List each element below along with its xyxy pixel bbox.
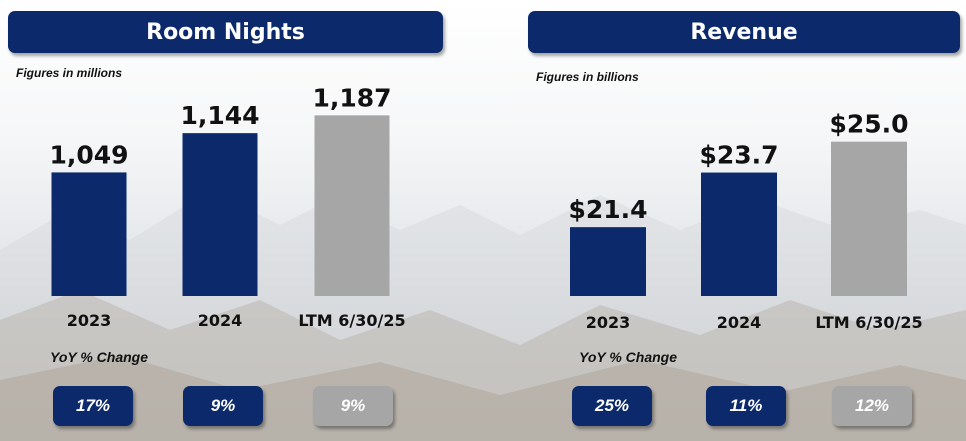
bar-value-label: $23.7 bbox=[699, 141, 778, 170]
yoy-badge-ltm: 9% bbox=[313, 386, 393, 426]
category-label: LTM 6/30/25 bbox=[298, 311, 405, 330]
bar-ltm-6-30-25 bbox=[831, 141, 907, 296]
category-label: 2024 bbox=[198, 311, 243, 330]
bar-value-label: 1,187 bbox=[312, 83, 391, 112]
room-nights-yoy-title: YoY % Change bbox=[50, 349, 149, 365]
category-label: 2023 bbox=[67, 311, 112, 330]
bar-ltm-6-30-25 bbox=[314, 115, 390, 296]
yoy-badge-ltm: 12% bbox=[832, 386, 912, 426]
bar-value-label: $25.0 bbox=[829, 110, 908, 139]
revenue-yoy-title: YoY % Change bbox=[579, 349, 678, 365]
category-label: 2023 bbox=[586, 313, 631, 332]
yoy-badge-2023: 25% bbox=[572, 386, 652, 426]
revenue-panel: Revenue Figures in billions $21.4 2023 $23… bbox=[520, 0, 966, 441]
bar-2024 bbox=[182, 133, 258, 296]
bar-2023 bbox=[570, 227, 646, 296]
yoy-badge-2024: 11% bbox=[706, 386, 786, 426]
revenue-chart: $21.4 2023 $23.7 2024 $25.0 LTM 6/30/25 bbox=[568, 110, 922, 332]
category-label: LTM 6/30/25 bbox=[815, 313, 922, 332]
revenue-units-note: Figures in billions bbox=[536, 70, 639, 84]
room-nights-units-note: Figures in millions bbox=[16, 66, 123, 80]
bar-2024 bbox=[701, 172, 777, 296]
bar-2023 bbox=[51, 172, 127, 296]
yoy-badge-2024: 9% bbox=[183, 386, 263, 426]
bar-value-label: $21.4 bbox=[568, 195, 647, 224]
category-label: 2024 bbox=[717, 313, 762, 332]
bar-value-label: 1,144 bbox=[180, 101, 259, 130]
room-nights-header: Room Nights bbox=[8, 11, 443, 53]
room-nights-chart: 1,049 2023 1,144 2024 1,187 LTM 6/30/25 bbox=[49, 83, 405, 330]
revenue-header: Revenue bbox=[528, 11, 960, 53]
room-nights-panel: Room Nights Figures in millions 1,049 202… bbox=[0, 0, 470, 441]
yoy-badge-2023: 17% bbox=[53, 386, 133, 426]
bar-value-label: 1,049 bbox=[49, 140, 128, 169]
